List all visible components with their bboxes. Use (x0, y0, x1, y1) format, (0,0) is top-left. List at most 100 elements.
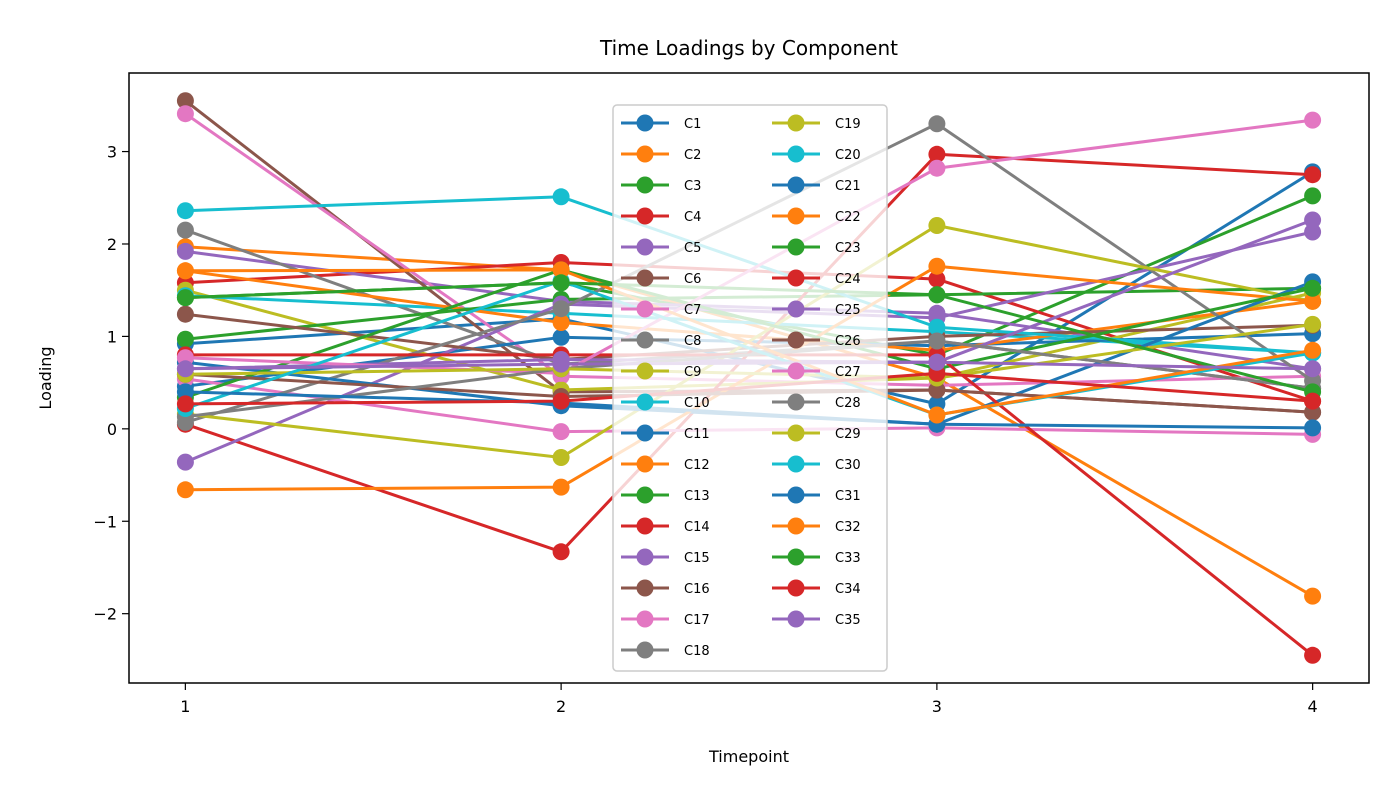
legend-item-c20: C20 (772, 145, 861, 163)
legend-item-c31: C31 (772, 486, 861, 504)
legend-label: C4 (684, 210, 701, 225)
legend-swatch-marker (636, 269, 654, 287)
legend-swatch-marker (636, 145, 654, 163)
data-point-c12-t2 (552, 314, 570, 331)
legend-item-c33: C33 (772, 548, 861, 566)
legend-swatch-marker (787, 114, 805, 132)
legend-label: C15 (684, 551, 710, 566)
legend-swatch-marker (636, 455, 654, 473)
legend-label: C14 (684, 520, 710, 535)
legend-label: C7 (684, 303, 701, 318)
legend-swatch-marker (636, 362, 654, 380)
legend-swatch-marker (787, 393, 805, 411)
data-point-c19-t3 (928, 217, 946, 234)
data-point-c22-t3 (928, 257, 946, 275)
legend-item-c6: C6 (621, 269, 701, 287)
legend-item-c9: C9 (621, 362, 701, 380)
legend-item-c23: C23 (772, 238, 861, 256)
data-point-c24-t4 (1304, 646, 1322, 664)
data-point-c34-t1 (176, 395, 194, 413)
legend-swatch-marker (787, 455, 805, 473)
legend-item-c11: C11 (621, 424, 710, 442)
legend-swatch-marker (636, 579, 654, 597)
legend-item-c3: C3 (621, 176, 701, 194)
legend-label: C29 (835, 427, 861, 442)
legend-label: C34 (835, 582, 861, 597)
data-point-c11-t2 (552, 328, 570, 346)
data-point-c19-t2 (552, 449, 570, 466)
legend-swatch-marker (636, 114, 654, 132)
data-point-c32-t2 (552, 261, 570, 279)
data-point-c13-t1 (176, 330, 194, 348)
data-point-c15-t1 (176, 453, 194, 471)
x-tick-label: 2 (556, 697, 566, 716)
data-point-c6-t1 (176, 92, 194, 110)
data-point-c14-t4 (1304, 166, 1322, 184)
legend-swatch-marker (636, 300, 654, 318)
legend-label: C17 (684, 613, 710, 628)
legend-item-c32: C32 (772, 517, 861, 535)
data-point-c33-t3 (928, 286, 946, 304)
data-point-c4-t3 (928, 270, 946, 288)
legend-swatch-marker (787, 331, 805, 349)
data-point-c31-t4 (1304, 419, 1322, 437)
legend-item-c16: C16 (621, 579, 710, 597)
data-point-c28-t3 (928, 332, 946, 350)
data-point-c35-t1 (176, 360, 194, 378)
legend-item-c2: C2 (621, 145, 701, 163)
data-point-c22-t1 (176, 481, 194, 499)
legend-label: C16 (684, 582, 710, 597)
legend-item-c29: C29 (772, 424, 861, 442)
data-point-c20-t3 (928, 318, 946, 336)
chart-title: Time Loadings by Component (599, 36, 898, 60)
legend-item-c26: C26 (772, 331, 861, 349)
legend-label: C5 (684, 241, 701, 256)
legend-item-c10: C10 (621, 393, 710, 411)
legend-item-c28: C28 (772, 393, 861, 411)
legend-swatch-marker (787, 548, 805, 566)
legend-label: C3 (684, 179, 701, 194)
y-tick-label: 2 (107, 235, 117, 254)
data-point-c32-t3 (928, 406, 946, 424)
legend-swatch-marker (636, 517, 654, 535)
legend-label: C13 (684, 489, 710, 504)
x-tick-label: 3 (932, 697, 942, 716)
legend-label: C25 (835, 303, 861, 318)
data-point-c2-t4 (1304, 587, 1322, 605)
data-point-c35-t2 (552, 355, 570, 373)
data-point-c3-t4 (1304, 187, 1322, 205)
legend-label: C31 (835, 489, 861, 504)
legend-swatch-marker (636, 393, 654, 411)
data-point-c29-t4 (1304, 315, 1322, 333)
x-axis-label: Timepoint (708, 747, 789, 766)
data-point-c5-t1 (176, 242, 194, 260)
legend-swatch-marker (787, 176, 805, 194)
legend-item-c24: C24 (772, 269, 861, 287)
x-axis: 1 2 3 4 (180, 683, 1318, 716)
legend-item-c14: C14 (621, 517, 710, 535)
data-point-c33-t2 (552, 274, 570, 292)
legend-label: C30 (835, 458, 861, 473)
legend-swatch-marker (787, 145, 805, 163)
legend-item-c15: C15 (621, 548, 710, 566)
legend-item-c27: C27 (772, 362, 861, 380)
y-tick-label: 3 (107, 143, 117, 162)
legend-swatch-marker (636, 486, 654, 504)
legend-item-c34: C34 (772, 579, 861, 597)
legend-item-c4: C4 (621, 207, 701, 225)
y-tick-label: 0 (107, 420, 117, 439)
legend-swatch-marker (787, 207, 805, 225)
legend-swatch-marker (636, 424, 654, 442)
data-point-c20-t1 (176, 202, 194, 220)
legend-item-c12: C12 (621, 455, 710, 473)
data-point-c18-t2 (552, 300, 570, 318)
legend-label: C12 (684, 458, 710, 473)
data-point-c15-t4 (1304, 223, 1322, 241)
legend-label: C28 (835, 396, 861, 411)
y-tick-label: 1 (107, 327, 117, 346)
legend-swatch-marker (787, 610, 805, 628)
data-point-c35-t4 (1304, 360, 1322, 378)
data-point-c26-t3 (928, 381, 946, 399)
legend-swatch-marker (787, 238, 805, 256)
